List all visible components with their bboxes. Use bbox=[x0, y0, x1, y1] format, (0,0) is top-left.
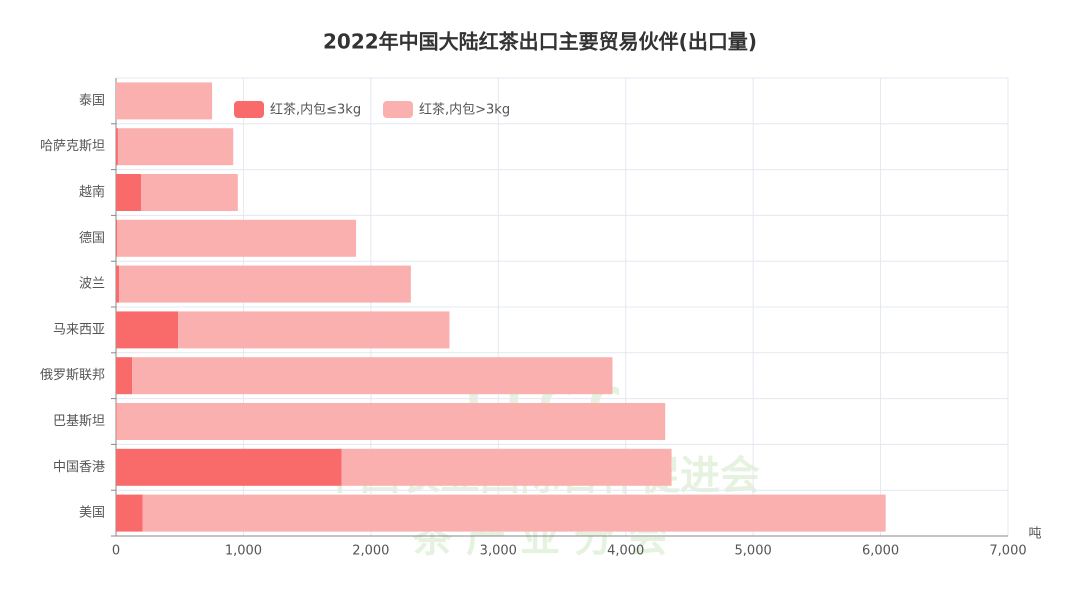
x-tick-label: 1,000 bbox=[225, 544, 262, 559]
bar-segment bbox=[116, 448, 342, 486]
bar-segment bbox=[116, 311, 179, 349]
legend-swatch bbox=[383, 101, 413, 118]
bar-segment bbox=[140, 174, 238, 211]
x-tick-label: 7,000 bbox=[989, 544, 1026, 559]
x-tick-label: 2,000 bbox=[352, 544, 389, 559]
bar-segment bbox=[132, 357, 613, 395]
legend-label: 红茶,内包>3kg bbox=[419, 102, 510, 118]
bar-segment bbox=[116, 128, 118, 166]
bar-segment bbox=[116, 219, 118, 257]
y-tick-label: 巴基斯坦 bbox=[53, 414, 105, 429]
bar-segment bbox=[116, 265, 120, 303]
x-tick-label: 6,000 bbox=[862, 544, 899, 559]
bar-segment bbox=[116, 174, 141, 211]
bar-segment bbox=[116, 403, 117, 440]
y-tick-label: 中国香港 bbox=[53, 460, 105, 475]
bar-segment bbox=[117, 128, 234, 166]
x-tick-label: 3,000 bbox=[480, 544, 517, 559]
x-tick-label: 0 bbox=[112, 544, 120, 559]
bar-segment bbox=[116, 403, 666, 440]
x-tick-label: 5,000 bbox=[735, 544, 772, 559]
y-tick-label: 波兰 bbox=[79, 277, 105, 292]
bar-segment bbox=[116, 357, 133, 395]
y-tick-label: 美国 bbox=[79, 506, 105, 521]
chart-title: 2022年中国大陆红茶出口主要贸易伙伴(出口量) bbox=[323, 30, 757, 54]
y-tick-label: 马来西亚 bbox=[53, 322, 105, 337]
bar-segment bbox=[178, 311, 450, 349]
x-unit: 吨 bbox=[1028, 527, 1041, 542]
bar-segment bbox=[116, 82, 213, 120]
bar-segment bbox=[119, 265, 411, 303]
y-tick-label: 德国 bbox=[79, 231, 105, 246]
bar-segment bbox=[117, 219, 357, 257]
legend-swatch bbox=[234, 101, 264, 118]
y-tick-label: 俄罗斯联邦 bbox=[40, 368, 105, 383]
legend-label: 红茶,内包≤3kg bbox=[270, 102, 361, 118]
bar-segment bbox=[142, 494, 886, 532]
y-tick-label: 越南 bbox=[79, 184, 105, 200]
y-tick-label: 泰国 bbox=[79, 93, 105, 108]
bar-segment bbox=[116, 494, 143, 532]
bar-segment bbox=[341, 448, 672, 486]
x-tick-label: 4,000 bbox=[607, 544, 644, 559]
y-tick-label: 哈萨克斯坦 bbox=[40, 139, 105, 154]
